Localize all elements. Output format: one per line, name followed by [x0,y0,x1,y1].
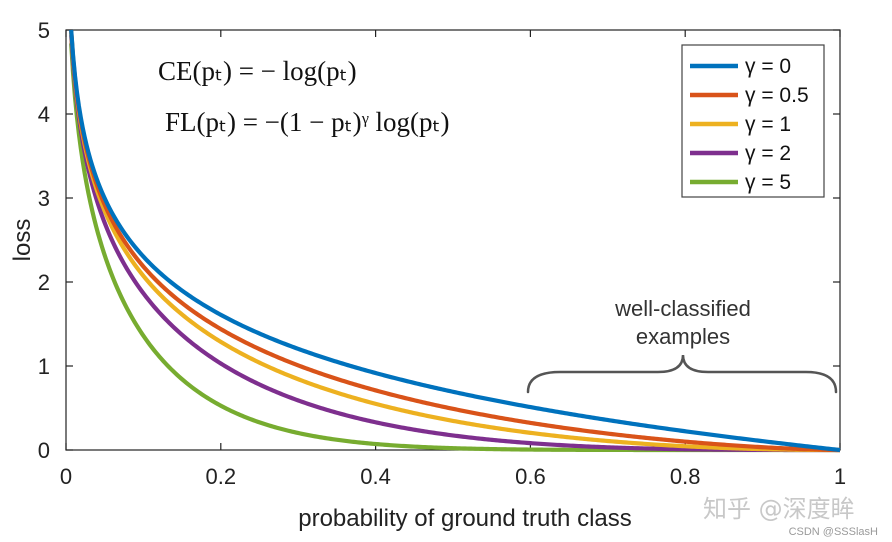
legend-label: γ = 5 [745,171,791,194]
series-line-gamma-0 [69,29,841,453]
x-tick-label: 0 [60,464,72,489]
formula-ce: CE(pₜ) = − log(pₜ) [158,56,357,86]
watermark-csdn: CSDN @SSSlasH [789,526,878,538]
x-tick-label: 0.8 [670,464,701,489]
curly-brace [526,354,838,394]
series-lines [69,29,841,453]
y-axis-label: loss [9,219,36,262]
legend-label: γ = 0.5 [745,84,809,107]
x-tick-label: 0.6 [515,464,546,489]
series-line-gamma-0-5 [69,30,841,453]
x-axis-label: probability of ground truth class [298,505,632,532]
annotation-line-1: well-classified [614,296,751,321]
x-tick-label: 0.4 [360,464,391,489]
y-tick-label: 4 [38,102,50,127]
x-tick-label: 1 [834,464,846,489]
x-tick-label: 0.2 [206,464,237,489]
y-tick-label: 0 [38,438,50,463]
legend: γ = 0 γ = 0.5 γ = 1 γ = 2 γ = 5 [681,44,825,198]
y-tick-label: 5 [38,18,50,43]
y-tick-label: 2 [38,270,50,295]
legend-label: γ = 2 [745,142,791,165]
annotation-line-2: examples [636,324,730,349]
y-tick-label: 1 [38,354,50,379]
axes: 0 0.2 0.4 0.6 0.8 1 0 1 2 3 4 5 probability of groun… [9,18,846,532]
legend-label: γ = 1 [745,113,791,136]
series-line-gamma-1 [69,32,841,453]
legend-box [681,44,825,198]
formula-fl: FL(pₜ) = −(1 − pₜ)ᵞ log(pₜ) [165,107,449,137]
watermark-zhihu: 知乎 @深度眸 [703,495,855,523]
y-tick-label: 3 [38,186,50,211]
legend-label: γ = 0 [745,55,791,78]
